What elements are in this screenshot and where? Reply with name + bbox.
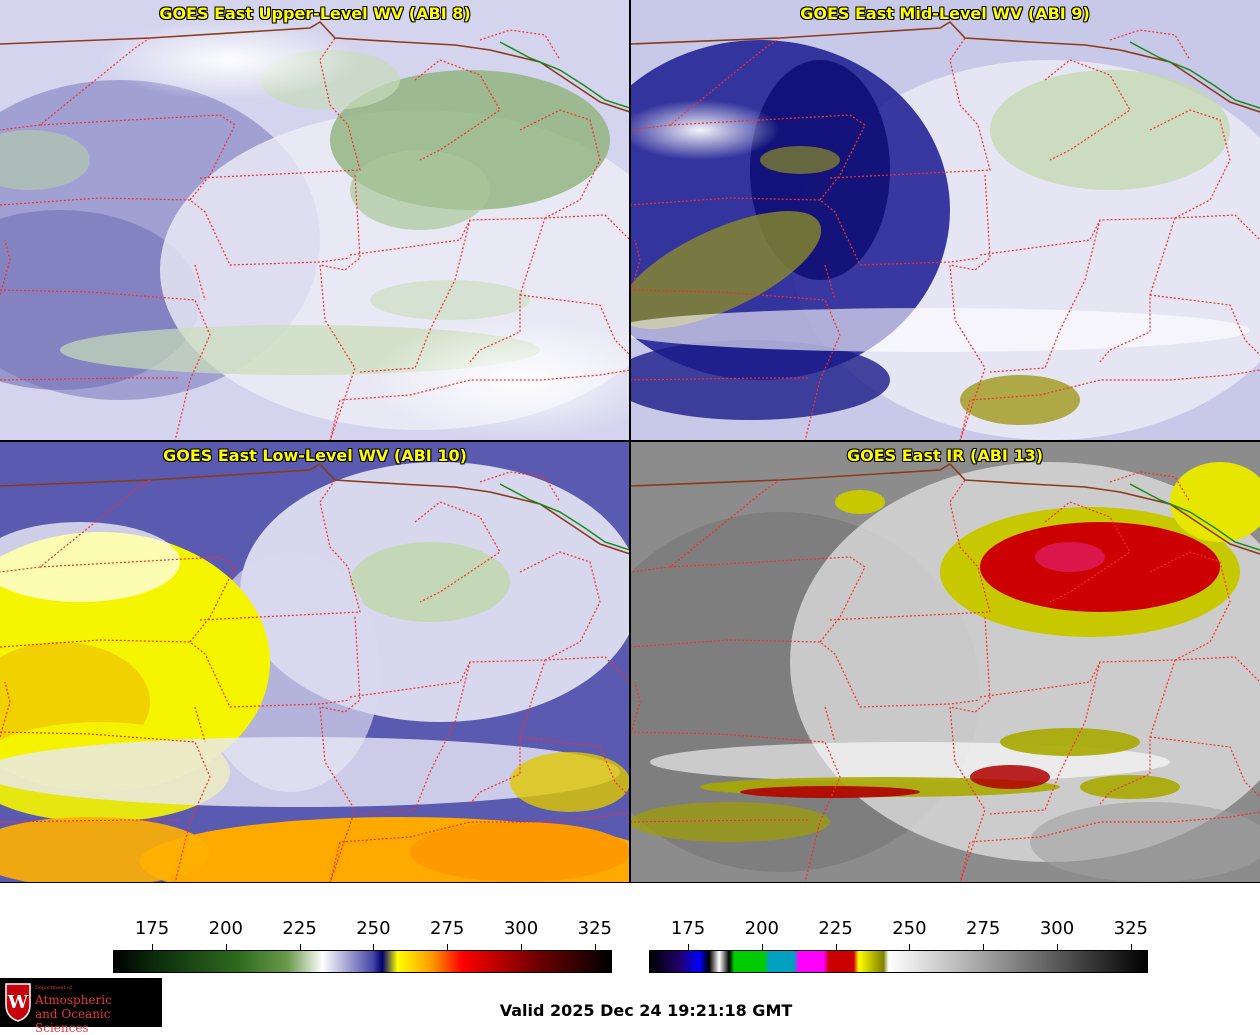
panel-title: GOES East Low-Level WV (ABI 10) [163,446,467,465]
map-upper-level-wv [0,0,630,441]
colorbar-tick-mark [909,944,911,950]
colorbar-tick-label: 200 [208,918,243,939]
panel-divider-bottom [0,882,1260,883]
panel-ir: GOES East IR (ABI 13) [630,442,1260,883]
colorbar-tick-label: 225 [818,918,853,939]
uw-seal-icon: W [5,983,31,1022]
colorbar-wv [113,950,612,973]
colorbar-tick-mark [594,944,596,950]
colorbar-tick-mark [373,944,375,950]
colorbar-tick-mark [983,944,985,950]
panel-low-level-wv: GOES East Low-Level WV (ABI 10) [0,442,630,883]
colorbar-tick-label: 200 [744,918,779,939]
panel-title: GOES East Mid-Level WV (ABI 9) [800,4,1090,23]
svg-text:W: W [7,992,29,1013]
panel-divider-horizontal [0,440,1260,442]
colorbar-tick-label: 175 [134,918,170,939]
panel-title: GOES East Upper-Level WV (ABI 8) [159,4,471,23]
colorbar-tick-mark [225,944,227,950]
colorbar-tick-mark [521,944,522,950]
logo-department-line: Department of [35,985,72,991]
colorbar-tick-label: 250 [356,918,391,939]
colorbar-tick-label: 300 [503,918,539,939]
colorbar-tick-mark [1130,944,1132,950]
colorbar-tick-label: 325 [577,918,612,939]
map-ir [630,442,1260,883]
panel-title: GOES East IR (ABI 13) [846,446,1044,465]
colorbar-tick-mark [835,944,837,950]
colorbar-ir [649,950,1148,973]
colorbar-tick-mark [299,944,301,950]
colorbar-tick-label: 275 [430,918,465,939]
colorbar-tick-mark [152,944,153,950]
colorbar-tick-label: 250 [892,918,927,939]
map-mid-level-wv [630,0,1260,441]
colorbar-tick-mark [761,944,763,950]
valid-time: Valid 2025 Dec 24 19:21:18 GMT [499,1001,793,1020]
colorbar-tick-label: 300 [1039,918,1075,939]
panel-upper-level-wv: GOES East Upper-Level WV (ABI 8) [0,0,630,441]
colorbar-tick-mark [1057,944,1058,950]
colorbar-tick-label: 225 [282,918,317,939]
colorbar-tick-label: 275 [966,918,1001,939]
panel-mid-level-wv: GOES East Mid-Level WV (ABI 9) [630,0,1260,441]
colorbar-tick-label: 325 [1113,918,1148,939]
colorbar-tick-mark [447,944,449,950]
logo-line-1: Atmospheric [35,993,112,1007]
aos-logo: W Department of Atmospheric and Oceanic … [0,978,162,1035]
colorbar-tick-mark [688,944,689,950]
map-low-level-wv [0,442,630,883]
colorbar-tick-label: 175 [670,918,706,939]
